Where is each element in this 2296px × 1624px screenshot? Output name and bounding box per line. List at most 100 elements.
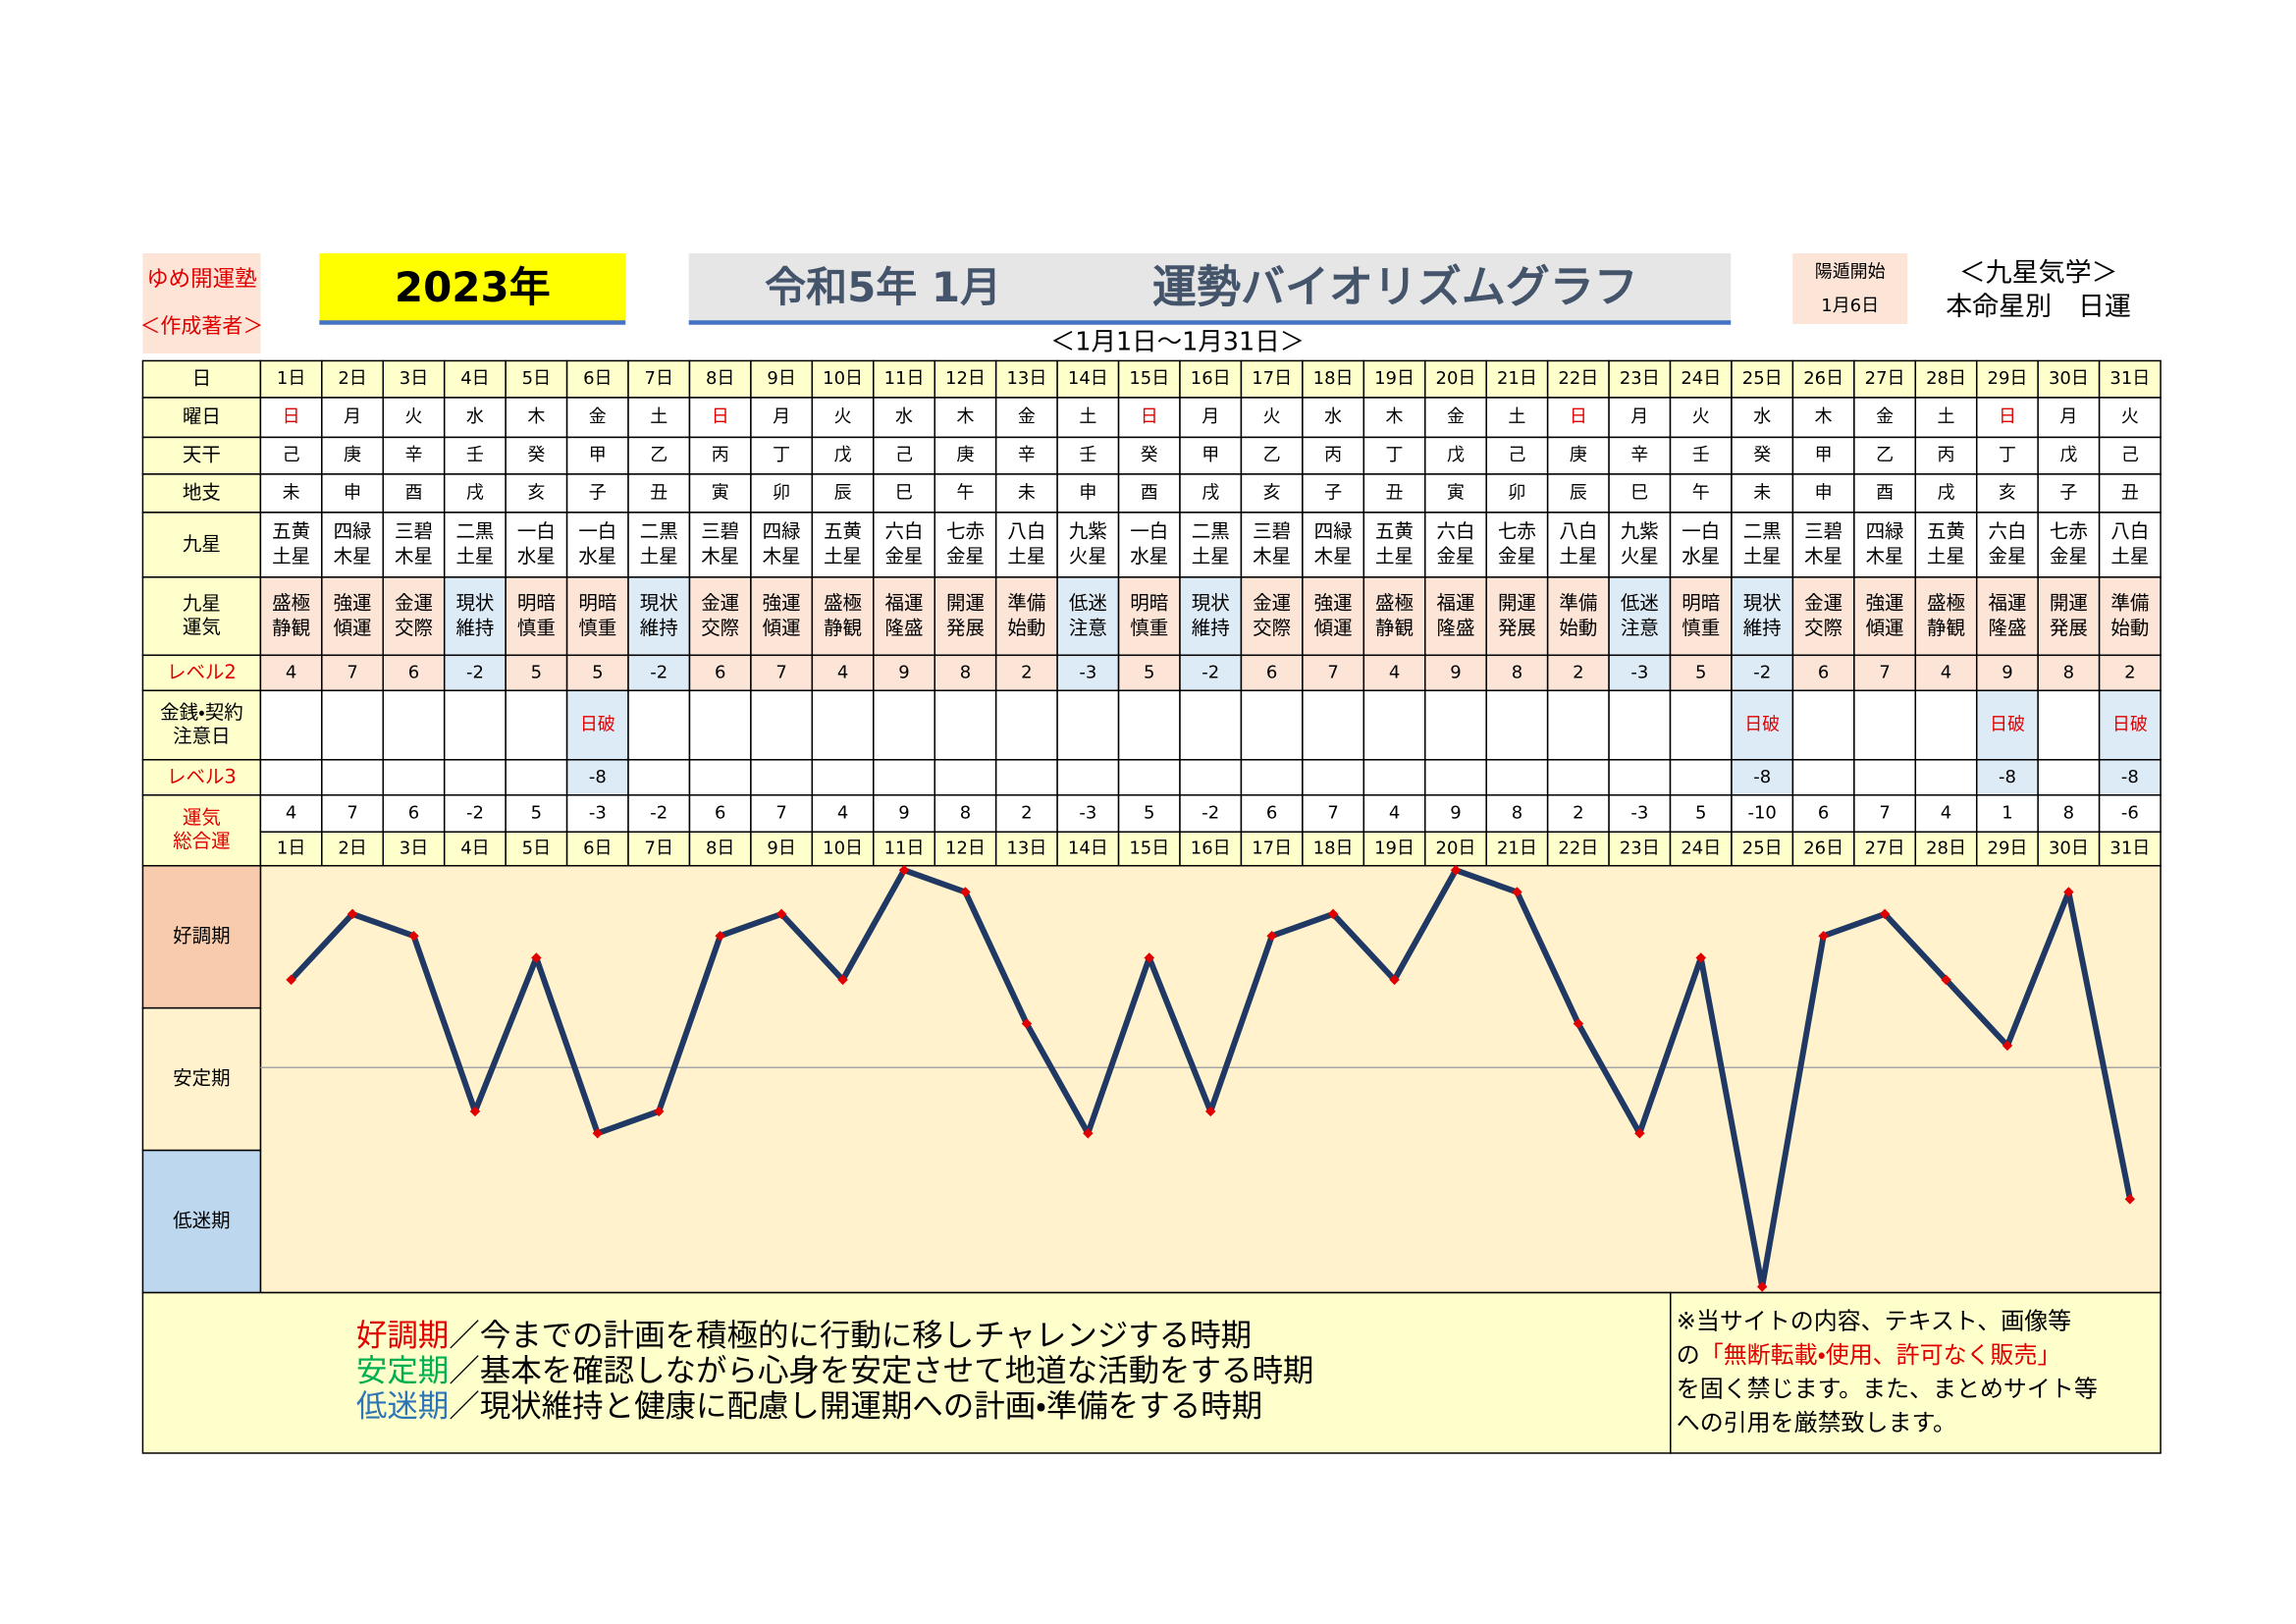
cell (259, 689, 323, 761)
stems-text: 丙 (1938, 445, 1955, 465)
days-text: 19日 (1374, 838, 1415, 858)
days-text: 6日 (583, 838, 612, 858)
cell (627, 689, 691, 761)
note-text: を固く禁じます。また、まとめサイト等 (1677, 1375, 2098, 1402)
total-text: 9 (898, 802, 909, 823)
cell (259, 831, 323, 867)
org-box (142, 252, 261, 353)
stars-text: 七赤 (946, 520, 985, 543)
system: ＜九星気学＞ (1959, 257, 2118, 288)
cell (688, 689, 752, 761)
stems-text: 壬 (1692, 445, 1710, 465)
level2-text: -2 (650, 662, 667, 682)
stems-text: 戊 (2059, 445, 2077, 465)
days-text: 1日 (277, 838, 305, 858)
cell (627, 473, 691, 514)
fortunes-text: 注意 (1069, 617, 1107, 639)
cell (1240, 512, 1304, 578)
cell (1424, 473, 1487, 514)
days-text: 3日 (400, 838, 428, 858)
cell (1914, 689, 1978, 761)
point-marker (469, 1106, 481, 1117)
cell (1302, 689, 1365, 761)
stars-text: 土星 (1375, 545, 1414, 568)
cell (505, 831, 568, 867)
days-text: 4日 (460, 838, 489, 858)
stars-text: 木星 (763, 545, 801, 568)
point-marker (1083, 1127, 1094, 1139)
cell (1117, 689, 1181, 761)
level2-text: 6 (1266, 662, 1277, 682)
row-label-cell (141, 576, 262, 657)
cell (1608, 576, 1672, 657)
weekdays-text: 日 (1999, 406, 2016, 427)
total-text: 6 (715, 802, 725, 823)
fortunes-text: 盛極 (1927, 591, 1965, 614)
level2-text: 9 (898, 662, 909, 682)
cell (1791, 576, 1855, 657)
cell (1302, 576, 1365, 657)
days-text: 6日 (583, 368, 612, 389)
branches-text: 亥 (527, 482, 545, 503)
cell (1914, 831, 1978, 867)
stars-text: 金星 (885, 545, 924, 568)
weekdays-text: 土 (1079, 406, 1096, 427)
stems-text: 壬 (1079, 445, 1096, 465)
row-label: 日 (192, 367, 211, 390)
stars-text: 一白 (578, 520, 616, 543)
fortunes-text: 準備 (2110, 591, 2149, 614)
row-label-cell (141, 473, 262, 514)
note-text: の (1677, 1341, 1700, 1369)
stems-text: 癸 (1753, 445, 1771, 465)
point-marker (286, 974, 296, 986)
cell (505, 576, 568, 657)
fortunes-text: 盛極 (1375, 591, 1414, 614)
weekdays-text: 金 (1447, 406, 1465, 427)
fortunes-text: 現状 (1743, 591, 1782, 614)
cell (1302, 397, 1365, 439)
year-box (319, 252, 626, 321)
weekdays-text: 土 (650, 406, 667, 427)
total-text: 7 (1327, 802, 1338, 823)
cell (1117, 512, 1181, 578)
stems-text: 戊 (1447, 445, 1465, 465)
org-name: ゆめ開運塾 (146, 266, 256, 292)
stars-text: 土星 (455, 545, 494, 568)
cell (811, 759, 875, 796)
cell (934, 576, 997, 657)
fortunes-text: 維持 (455, 617, 494, 639)
cell (1056, 759, 1120, 796)
cell (1240, 794, 1304, 833)
weekdays-text: 日 (712, 406, 729, 427)
cell (1424, 359, 1487, 399)
zone-label: 低迷期 (173, 1210, 230, 1232)
cell (688, 397, 752, 439)
cell (321, 576, 385, 657)
stems-text: 乙 (650, 445, 667, 465)
fortunes-text: 交際 (1253, 617, 1291, 639)
row-label-cell (141, 759, 262, 796)
cell (1424, 654, 1487, 692)
cell (1914, 759, 1978, 796)
stars-text: 二黒 (455, 520, 494, 543)
stars-text: 八白 (1007, 520, 1045, 543)
stars-text: 九紫 (1621, 520, 1659, 543)
stars-text: 土星 (640, 545, 678, 568)
level2-text: -3 (1079, 662, 1096, 682)
stars-text: 木星 (1253, 545, 1291, 568)
money-text: 日破 (580, 715, 615, 735)
point-marker (1266, 930, 1277, 942)
stems-text: 己 (895, 445, 913, 465)
row-label-cell (141, 436, 262, 475)
fortunes-text: 強運 (1314, 591, 1353, 614)
cell (505, 794, 568, 833)
cell (1731, 689, 1794, 761)
point-marker (654, 1106, 665, 1117)
cell (1608, 473, 1672, 514)
stars-text: 木星 (701, 545, 739, 568)
total-text: -2 (466, 802, 484, 823)
cell (259, 654, 323, 692)
cell (1975, 794, 2039, 833)
cell (1117, 359, 1181, 399)
weekdays-text: 木 (1386, 406, 1404, 427)
